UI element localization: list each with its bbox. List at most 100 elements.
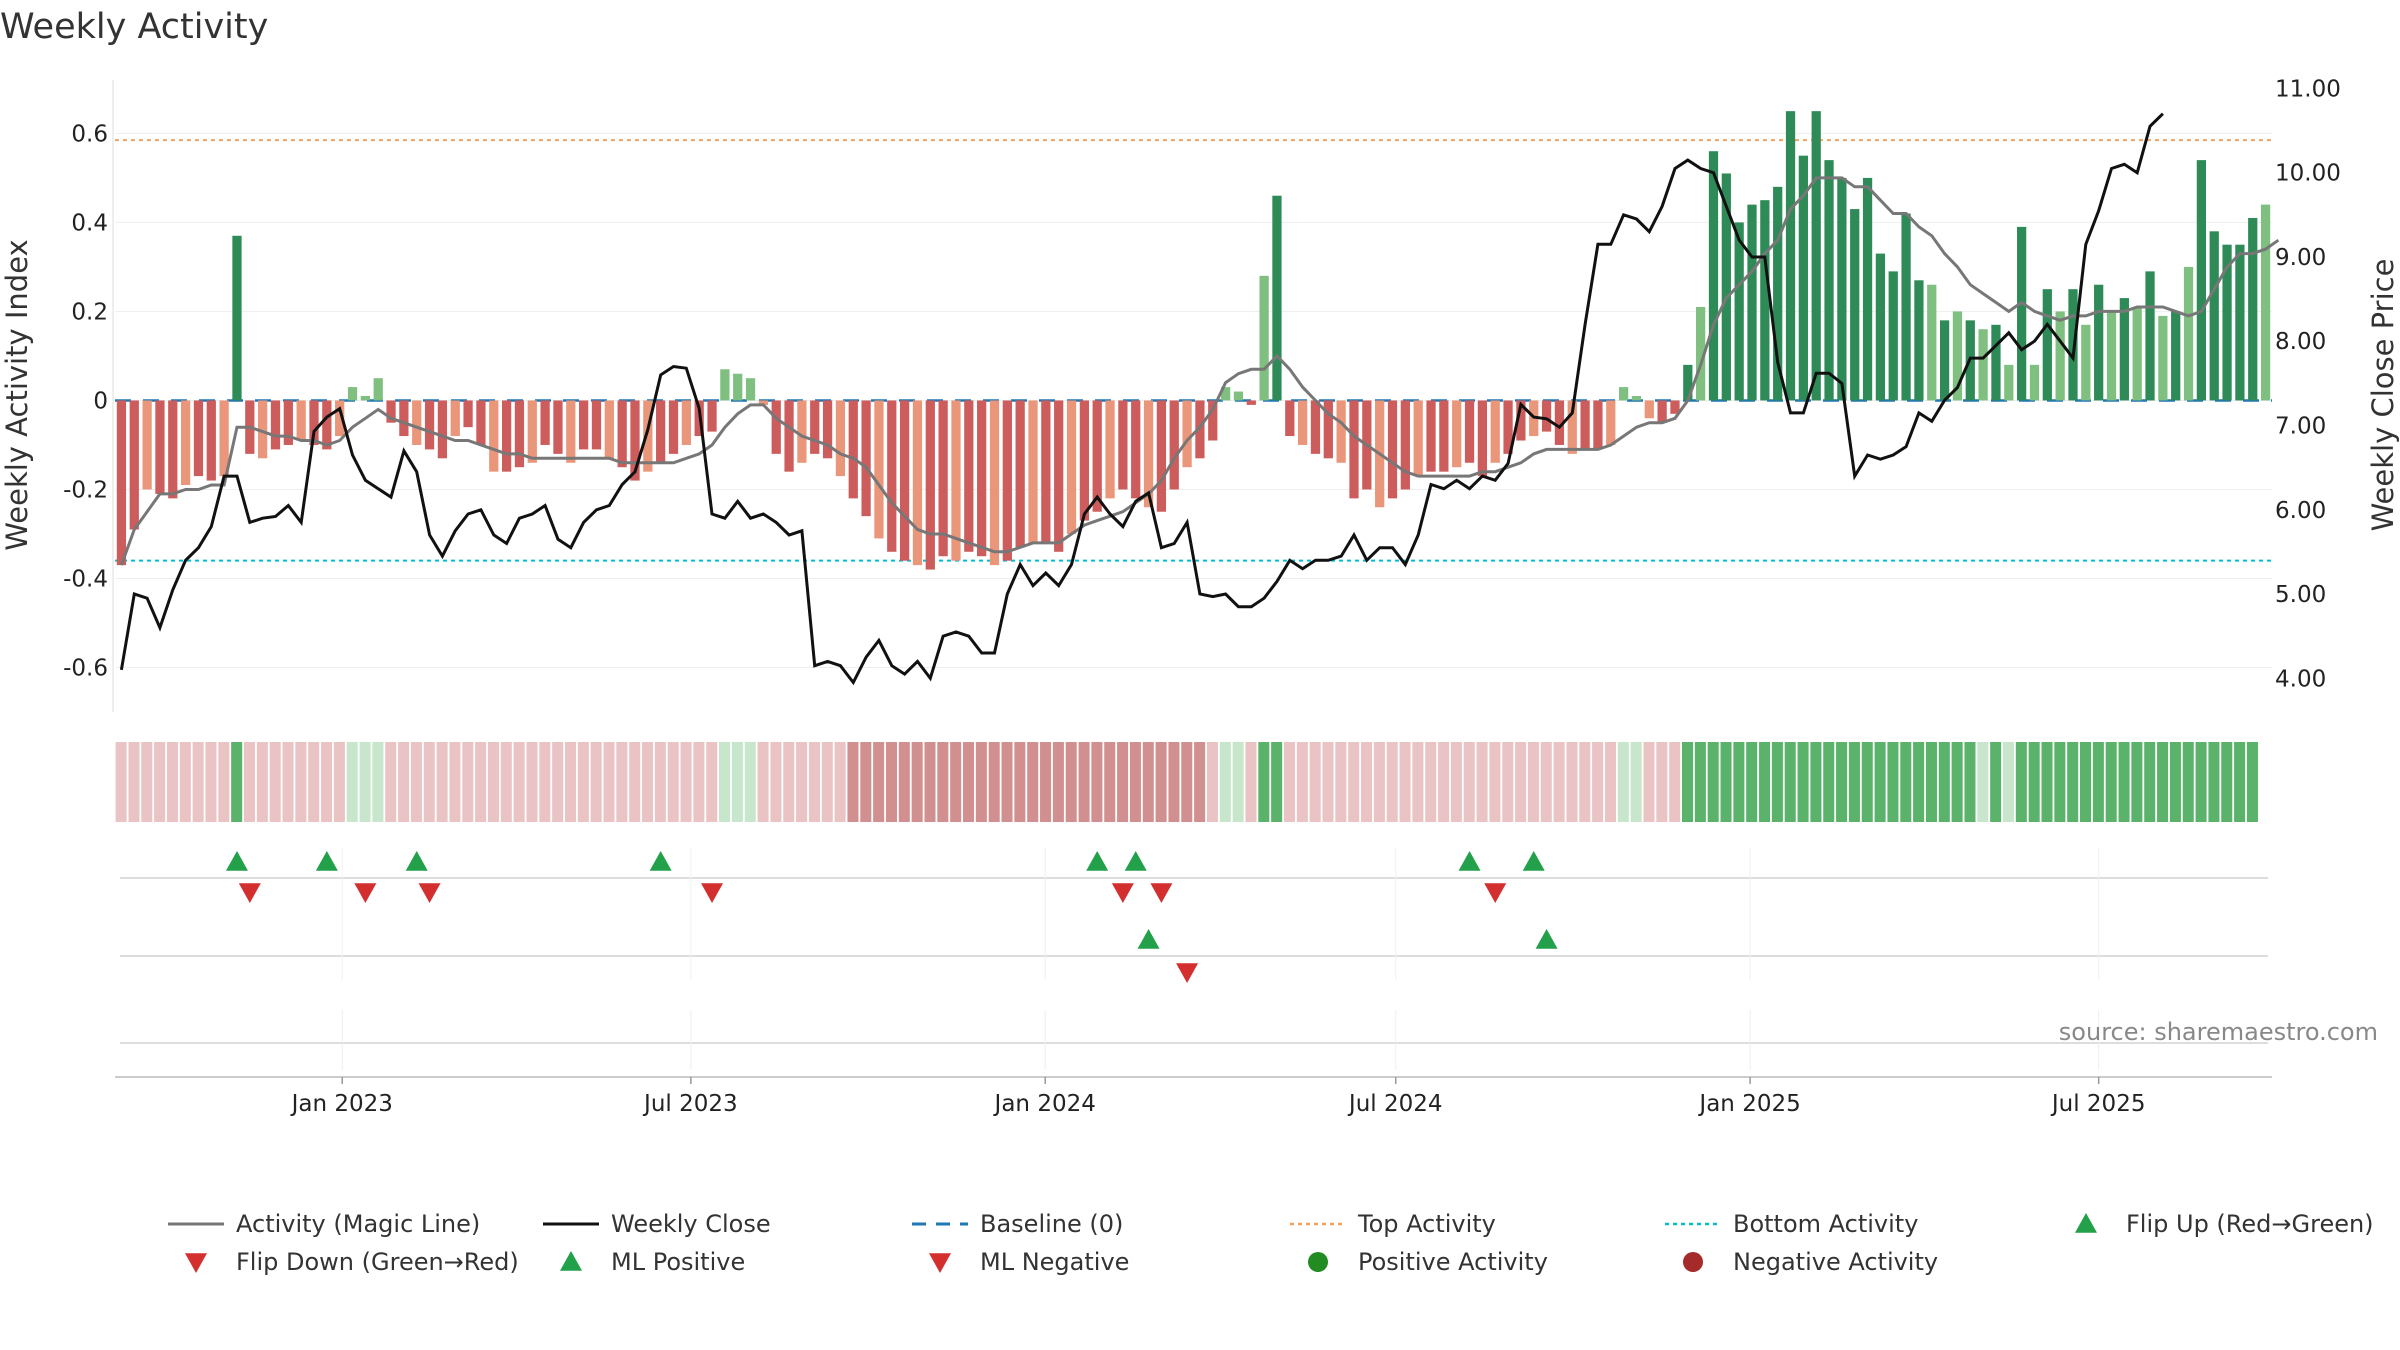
strip-cell xyxy=(577,742,589,822)
strip-cell xyxy=(385,742,397,822)
strip-cell xyxy=(487,742,499,822)
activity-bar xyxy=(771,400,781,454)
legend-label: Flip Up (Red→Green) xyxy=(2126,1210,2374,1238)
strip-cell xyxy=(1065,742,1077,822)
strip-cell xyxy=(2092,742,2104,822)
activity-bar xyxy=(283,400,293,445)
strip-cell xyxy=(359,742,371,822)
strip-cell xyxy=(1913,742,1925,822)
activity-bar xyxy=(142,400,152,490)
strip-cell xyxy=(603,742,615,822)
strip-cell xyxy=(783,742,795,822)
activity-bar xyxy=(1310,400,1321,454)
strip-cell xyxy=(475,742,487,822)
strip-cell xyxy=(1630,742,1642,822)
x-tick-label: Jul 2024 xyxy=(1347,1091,1443,1117)
activity-bar xyxy=(155,400,165,494)
flip-markers xyxy=(120,848,2268,1044)
activity-bar xyxy=(1580,400,1590,450)
activity-bar xyxy=(1952,311,1963,401)
y2-tick-label: 5.00 xyxy=(2275,582,2326,608)
strip-cell xyxy=(436,742,448,822)
strip-cell xyxy=(1527,742,1539,822)
strip-cell xyxy=(2246,742,2258,822)
strip-cell xyxy=(410,742,422,822)
activity-bar xyxy=(1503,400,1513,454)
strip-cell xyxy=(1040,742,1052,822)
strip-cell xyxy=(1733,742,1745,822)
activity-bar xyxy=(1618,387,1629,401)
reference-lines xyxy=(115,139,2272,562)
activity-bar xyxy=(1336,400,1346,463)
activity-bar xyxy=(861,400,871,517)
activity-bar xyxy=(681,400,691,445)
activity-bar xyxy=(1079,400,1089,521)
legend-label: Positive Activity xyxy=(1358,1248,1548,1276)
strip-cell xyxy=(1322,742,1334,822)
activity-bar xyxy=(643,400,653,472)
activity-bar xyxy=(1054,400,1064,552)
strip-cell xyxy=(2041,742,2053,822)
strip-cell xyxy=(1771,742,1783,822)
strip-cell xyxy=(1656,742,1668,822)
strip-cell xyxy=(2028,742,2040,822)
activity-bar xyxy=(489,400,499,472)
source-credit: source: sharemaestro.com xyxy=(2059,1018,2378,1046)
y-tick-label: 0.2 xyxy=(71,299,108,325)
activity-bar xyxy=(964,400,974,552)
strip-cell xyxy=(1027,742,1039,822)
activity-bar xyxy=(1349,400,1359,499)
activity-bar xyxy=(193,400,204,477)
strip-cell xyxy=(975,742,987,822)
strip-cell xyxy=(1887,742,1899,822)
activity-bar xyxy=(1400,400,1410,490)
x-tick-label: Jan 2024 xyxy=(993,1091,1096,1117)
y-tick-label: -0.2 xyxy=(63,477,108,503)
activity-bar xyxy=(1875,253,1886,401)
activity-bar xyxy=(822,400,833,459)
activity-bar xyxy=(527,400,537,463)
strip-cell xyxy=(2054,742,2066,822)
activity-bar xyxy=(989,400,1000,566)
activity-bar xyxy=(1721,173,1731,401)
strip-cell xyxy=(1168,742,1180,822)
strip-cell xyxy=(1681,742,1694,822)
activity-bar xyxy=(938,400,948,557)
activity-bar xyxy=(1118,400,1128,490)
chart-title: Weekly Activity xyxy=(0,7,268,47)
activity-bar xyxy=(617,400,627,468)
activity-bar xyxy=(1066,400,1077,534)
strip-cell xyxy=(539,742,551,822)
activity-bar xyxy=(1246,400,1256,405)
legend-swatch xyxy=(2075,1213,2097,1233)
activity-bar xyxy=(1978,329,1988,401)
activity-bar xyxy=(2260,204,2271,401)
activity-bar xyxy=(1901,213,1911,401)
strip-cell xyxy=(1604,742,1616,822)
activity-bar xyxy=(2132,306,2142,401)
activity-bar xyxy=(1606,400,1616,445)
activity-bar xyxy=(1644,400,1654,419)
activity-bar xyxy=(309,400,319,445)
strip-cell xyxy=(2144,742,2156,822)
strip-cell xyxy=(1399,742,1411,822)
activity-bar xyxy=(2004,364,2014,401)
activity-bar xyxy=(1092,400,1102,512)
activity-bar xyxy=(219,400,229,477)
strip-cell xyxy=(231,742,243,822)
strip-cell xyxy=(2221,742,2233,822)
strip-cell xyxy=(642,742,654,822)
strip-cell xyxy=(1566,742,1578,822)
activity-bar xyxy=(1272,195,1282,401)
legend-label: Negative Activity xyxy=(1733,1248,1938,1276)
activity-bar xyxy=(2119,298,2129,401)
activity-bar xyxy=(1233,391,1244,401)
activity-bar xyxy=(1143,400,1154,508)
strip-cell xyxy=(911,742,923,822)
strip-cell xyxy=(1001,742,1013,822)
strip-cell xyxy=(706,742,718,822)
strip-cell xyxy=(744,742,756,822)
flip-down-marker xyxy=(1150,883,1173,903)
x-tick-label: Jul 2025 xyxy=(2050,1091,2146,1117)
activity-bar xyxy=(1387,400,1398,499)
